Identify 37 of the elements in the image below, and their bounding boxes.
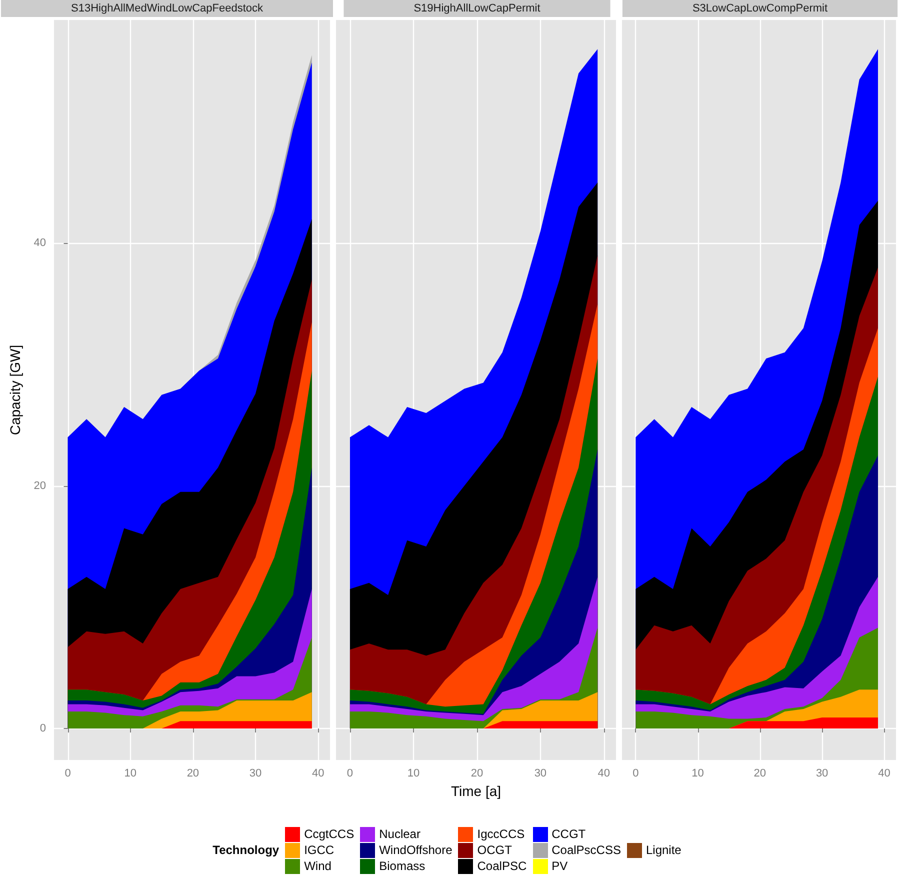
legend-label: IGCC [304, 843, 334, 857]
legend-label: Nuclear [379, 827, 420, 841]
legend-label: CcgtCCS [304, 827, 354, 841]
chart-title: S13HighAllMedWindLowCapFeedstock [71, 2, 264, 14]
chart-title: S19HighAllLowCapPermit [414, 2, 540, 14]
x-tick-label: 10 [692, 768, 704, 780]
legend-label: OCGT [477, 843, 512, 857]
legend-label: CoalPscCSS [552, 843, 621, 857]
legend-title: Technology [212, 843, 280, 857]
legend-label: CCGT [552, 827, 586, 841]
x-tick-label: 40 [878, 768, 890, 780]
x-tick-label: 10 [407, 768, 420, 780]
x-tick-label: 0 [346, 768, 354, 780]
x-tick-label: 20 [754, 768, 766, 780]
x-tick-label: 20 [470, 768, 484, 780]
y-tick-label: 20 [34, 480, 46, 492]
x-tick-label: 30 [534, 768, 547, 780]
x-axis-title: Time [a] [450, 782, 502, 799]
legend-label: PV [552, 859, 568, 873]
legend-label: Wind [304, 859, 332, 873]
x-tick-label: 30 [249, 768, 262, 780]
x-tick-label: 10 [124, 768, 136, 780]
legend-label: Biomass [379, 859, 426, 873]
legend-label: WindOffshore [379, 843, 452, 857]
x-tick-label: 0 [64, 768, 71, 780]
x-tick-label: 40 [312, 768, 324, 780]
x-tick-label: 0 [632, 768, 639, 780]
legend-label: IgccCCS [477, 827, 525, 841]
legend-label: Lignite [646, 843, 682, 857]
y-tick-label: 40 [34, 237, 46, 250]
legend-label: CoalPSC [477, 859, 527, 873]
y-tick-label: 0 [40, 722, 46, 734]
x-tick-label: 40 [598, 768, 610, 780]
x-tick-label: 20 [186, 768, 200, 780]
y-axis-title: Capacity [GW] [7, 344, 23, 436]
x-tick-label: 30 [816, 768, 828, 780]
chart-title: S3LowCapLowCompPermit [692, 2, 828, 14]
